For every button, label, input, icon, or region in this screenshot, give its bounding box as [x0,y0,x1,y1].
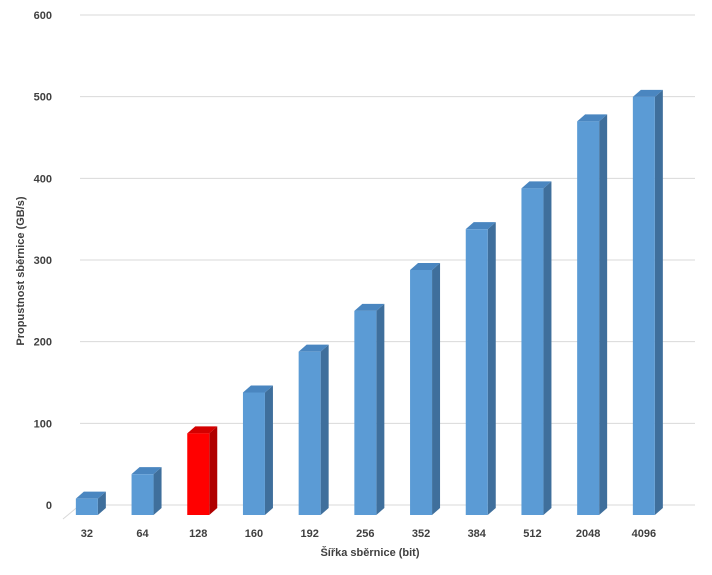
bar-front [521,188,544,516]
bar-512 [521,181,552,516]
bar-side [599,114,608,515]
bar-top [354,303,385,311]
bar-side [97,491,106,515]
y-tick-label: 400 [34,173,52,185]
x-tick-label: 32 [81,528,93,540]
bar-160 [242,385,273,515]
bar-front [187,433,210,515]
x-tick-label: 192 [300,528,318,540]
x-tick-label: 384 [468,528,487,540]
y-axis-title: Propustnost sběrnice (GB/s) [15,196,27,345]
y-tick-label: 600 [34,10,52,22]
x-tick-label: 512 [523,528,541,540]
bar-128 [187,426,218,515]
bar-side [432,263,441,515]
bar-top [577,114,608,122]
y-tick-label: 100 [34,418,52,430]
bar-side [654,89,663,515]
bar-side [487,222,496,515]
bar-256 [354,303,385,515]
bar-352 [410,263,441,515]
bar-4096 [632,89,663,515]
y-tick-label: 500 [34,92,52,104]
bar-top [242,385,273,393]
bar-front [75,498,98,515]
x-tick-label: 160 [245,528,263,540]
bar-front [242,392,265,515]
bar-side [209,426,218,515]
x-tick-label: 4096 [632,528,656,540]
bar-front [577,121,600,515]
x-tick-label: 352 [412,528,430,540]
bar-side [320,344,329,515]
bar-top [632,89,663,97]
bar-top [75,491,106,499]
bar-192 [298,344,329,515]
bar-side [264,385,273,515]
y-tick-label: 300 [34,255,52,267]
bar-side [376,303,385,515]
bar-64 [131,467,162,515]
bar-top [298,344,329,352]
bar-2048 [577,114,608,515]
bar-top [131,467,162,475]
bar-front [354,310,377,515]
bar-top [187,426,218,434]
x-axis-title: Šířka sběrnice (bit) [320,546,419,559]
bar-384 [465,222,496,515]
bar-top [465,222,496,230]
bars [75,89,663,516]
bar-top [410,263,441,270]
x-axis-ticks: 32 64 128 160 192 256 352 384 512 2048 4096 [81,528,656,540]
bar-32 [75,491,106,515]
y-tick-label: 0 [46,500,52,512]
y-tick-label: 200 [34,337,52,349]
bar-side [153,467,162,515]
gridlines [62,14,695,520]
x-tick-label: 64 [136,528,149,540]
bar-front [298,351,321,515]
y-axis-ticks: 0 100 200 300 400 500 600 [34,10,52,512]
x-tick-label: 2048 [576,528,600,540]
bar-front [465,229,488,515]
bar-front [410,270,433,515]
bar-front [632,96,655,515]
bar-top [521,181,552,189]
x-tick-label: 128 [189,528,207,540]
bar-side [543,181,552,516]
bar-front [131,474,154,515]
x-tick-label: 256 [356,528,374,540]
